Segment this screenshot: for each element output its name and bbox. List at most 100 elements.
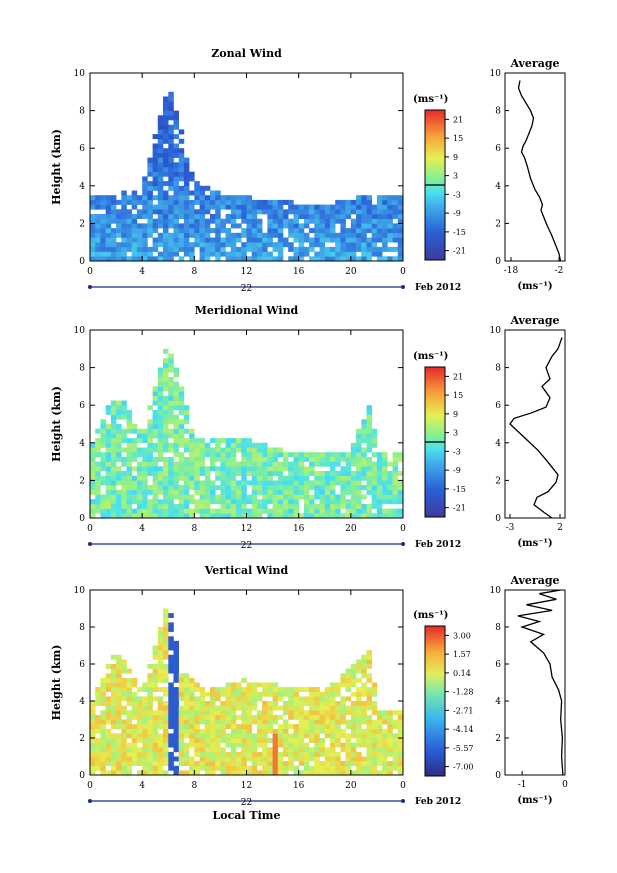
field-cell <box>356 438 362 444</box>
field-cell <box>267 682 273 688</box>
field-cell <box>350 228 357 234</box>
field-cell <box>142 256 148 262</box>
field-cell <box>121 724 127 729</box>
field-cell <box>356 195 362 201</box>
field-cell <box>136 701 143 706</box>
field-cell <box>298 452 305 458</box>
field-cell <box>168 701 174 706</box>
field-cell <box>397 770 404 776</box>
field-cell <box>267 747 273 753</box>
field-cell <box>241 438 247 444</box>
field-cell <box>303 223 310 229</box>
field-cell <box>350 728 357 734</box>
field-cell <box>371 705 378 711</box>
field-cell <box>189 218 195 224</box>
field-cell <box>262 499 268 505</box>
field-cell <box>350 232 357 238</box>
field-cell <box>210 765 216 771</box>
field-cell <box>204 218 211 224</box>
field-cell <box>356 701 362 706</box>
field-cell <box>183 494 190 500</box>
field-cell <box>210 199 216 205</box>
field-cell <box>90 705 96 711</box>
field-cell <box>116 214 122 219</box>
field-cell <box>136 480 143 486</box>
field-cell <box>366 654 372 660</box>
field-cell <box>131 714 138 720</box>
field-cell <box>178 471 185 476</box>
field-cell <box>163 442 169 448</box>
field-cell <box>183 223 190 229</box>
field-cell <box>230 494 237 500</box>
field-cell <box>199 489 206 495</box>
field-cell <box>330 452 336 458</box>
field-cell <box>392 765 399 771</box>
field-cell <box>189 485 195 491</box>
field-cell <box>147 770 153 776</box>
field-cell <box>382 480 388 486</box>
field-cell <box>110 747 117 753</box>
field-cell <box>126 719 132 725</box>
field-cell <box>350 513 357 519</box>
field-cell <box>382 489 388 495</box>
field-cell <box>256 682 263 688</box>
colorbar-tick-label: -15 <box>453 228 466 237</box>
field-cell <box>194 508 200 514</box>
field-cell <box>173 438 179 444</box>
field-cell <box>178 738 185 743</box>
x-tick-label: 20 <box>345 267 357 277</box>
field-cell <box>136 747 143 753</box>
field-cell <box>173 428 179 434</box>
field-cell <box>168 485 174 491</box>
field-cell <box>356 691 362 697</box>
field-cell <box>324 756 331 762</box>
field-cell <box>168 733 174 739</box>
field-cell <box>246 246 252 252</box>
x-tick-label: 0 <box>400 781 406 791</box>
field-cell <box>90 728 96 734</box>
field-cell <box>163 645 169 651</box>
field-cell <box>168 682 174 688</box>
field-cell <box>194 471 200 476</box>
field-cell <box>371 691 378 697</box>
field-cell <box>194 452 200 458</box>
field-cell <box>131 733 138 739</box>
field-cell <box>241 696 247 702</box>
field-cell <box>350 237 357 243</box>
field-cell <box>356 475 362 481</box>
field-cell <box>199 719 206 725</box>
field-cell <box>335 214 341 219</box>
x-tick-label: 0 <box>400 524 406 534</box>
field-cell <box>371 687 378 692</box>
field-cell <box>314 738 320 743</box>
field-cell <box>277 199 284 205</box>
field-cell <box>225 456 232 462</box>
field-cell <box>105 747 112 753</box>
field-cell <box>147 664 153 669</box>
field-cell <box>126 677 132 683</box>
field-cell <box>163 719 169 725</box>
field-cell <box>168 664 174 669</box>
field-cell <box>157 747 164 753</box>
field-cell <box>293 724 299 729</box>
field-cell <box>189 724 195 729</box>
field-cell <box>236 204 242 210</box>
field-cell <box>126 747 132 753</box>
field-cell <box>251 218 258 224</box>
field-cell <box>220 480 226 486</box>
field-cell <box>105 664 112 669</box>
field-cell <box>366 673 372 679</box>
field-cell <box>215 747 221 753</box>
average-y-tick-label: 4 <box>495 439 501 449</box>
field-cell <box>303 475 310 481</box>
field-cell <box>173 489 179 495</box>
field-cell <box>168 148 174 154</box>
field-cell <box>210 489 216 495</box>
field-cell <box>210 728 216 734</box>
field-cell <box>267 456 273 462</box>
field-cell <box>225 485 232 491</box>
field-cell <box>194 214 200 219</box>
field-cell <box>116 223 122 229</box>
field-cell <box>95 438 101 444</box>
field-cell <box>230 237 237 243</box>
